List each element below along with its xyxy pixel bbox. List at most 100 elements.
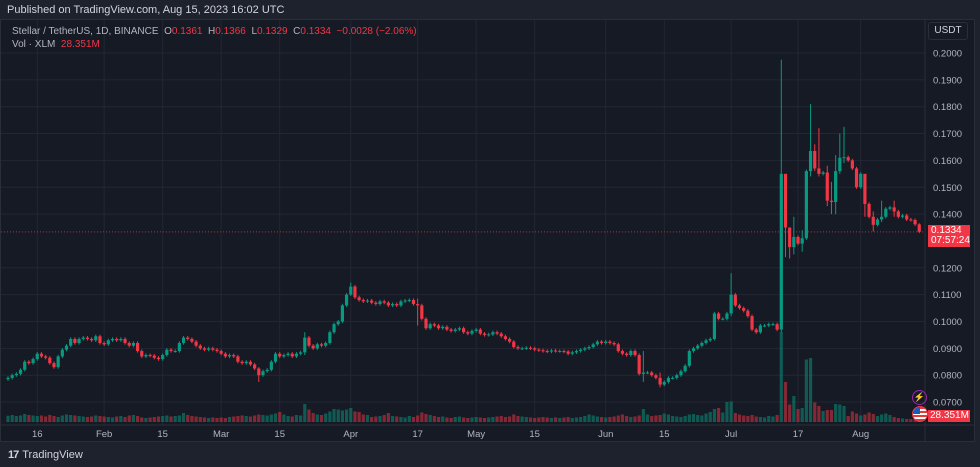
candle-body: [211, 348, 215, 350]
candle-body: [18, 369, 23, 374]
volume-bar: [553, 417, 558, 422]
volume-bar: [462, 417, 466, 422]
candle-body: [123, 338, 127, 343]
volume-bar: [813, 402, 817, 422]
lightning-icon[interactable]: ⚡: [912, 390, 927, 405]
us-flag-icon[interactable]: [912, 406, 928, 422]
volume-bar: [675, 416, 679, 422]
volume-bar: [691, 414, 696, 422]
volume-bar: [775, 415, 779, 422]
candle-body: [311, 345, 315, 349]
volume-bar: [181, 413, 186, 422]
candle-body: [140, 351, 144, 357]
volume-bar: [616, 415, 620, 422]
volume-bar: [762, 417, 767, 422]
candle-body: [223, 353, 227, 357]
low-value: 0.1329: [257, 26, 288, 37]
volume-bar: [512, 414, 516, 422]
candle-body: [608, 341, 612, 343]
volume-bar: [545, 417, 549, 422]
y-tick-label: 0.1500: [933, 183, 962, 194]
candle-body: [742, 308, 746, 311]
volume-bar: [282, 414, 286, 422]
volume-bar: [629, 417, 633, 422]
volume-bar: [386, 413, 390, 422]
volume-bar: [754, 416, 758, 422]
volume-bar: [729, 401, 733, 422]
volume-bar: [804, 359, 808, 422]
volume-bar: [679, 417, 683, 422]
symbol-title[interactable]: Stellar / TetherUS, 1D, BINANCE: [12, 26, 159, 37]
volume-bar: [834, 404, 838, 422]
volume-bar: [783, 382, 788, 422]
candle-body: [382, 301, 386, 303]
candle-body: [733, 294, 737, 306]
candle-body: [863, 173, 867, 204]
volume-bar: [240, 415, 244, 422]
volume-bar: [587, 414, 591, 422]
candle-body: [800, 238, 804, 244]
volume-bar: [85, 417, 90, 422]
volume-bar: [194, 416, 198, 422]
volume-bar: [211, 417, 215, 422]
volume-bar: [177, 415, 181, 422]
candle-body: [453, 329, 457, 331]
y-tick-label: 0.0700: [933, 398, 962, 409]
candle-body: [533, 348, 537, 350]
volume-bar: [399, 417, 403, 422]
candle-body: [390, 304, 395, 306]
volume-bar: [838, 404, 842, 422]
candle-body: [679, 371, 683, 376]
volume-bar: [35, 416, 39, 422]
volume-bar: [169, 416, 173, 422]
volume-bar: [850, 411, 854, 422]
candle-body: [395, 304, 399, 306]
volume-bar: [449, 418, 453, 422]
volume-bar: [595, 416, 599, 422]
candle-body: [553, 350, 558, 352]
volume-bar: [884, 413, 888, 422]
candle-body: [286, 353, 290, 356]
candle-body: [102, 342, 106, 345]
volume-bar: [31, 415, 35, 422]
volume-bar: [863, 414, 867, 422]
volume-value: 28.351M: [60, 39, 100, 50]
x-tick-label: Mar: [213, 429, 229, 440]
volume-bar: [319, 415, 324, 422]
candle-body: [127, 342, 131, 346]
tradingview-logo-icon[interactable]: 17: [8, 449, 19, 461]
candle-body: [850, 160, 854, 169]
candle-body: [161, 355, 165, 360]
volume-bar: [817, 406, 821, 422]
candle-body: [612, 342, 616, 345]
candle-body: [599, 341, 604, 343]
candle-body: [436, 325, 441, 329]
volume-bar: [491, 417, 495, 422]
volume-bar: [307, 409, 311, 422]
candle-body: [817, 168, 821, 174]
volume-bar: [704, 413, 708, 422]
candle-body: [892, 207, 896, 212]
volume-bar: [115, 416, 119, 422]
candle-body: [294, 353, 299, 357]
candle-body: [457, 328, 462, 330]
candle-body: [645, 372, 650, 374]
volume-bar: [708, 412, 712, 422]
currency-button[interactable]: USDT: [928, 22, 968, 40]
volume-bar: [131, 415, 135, 422]
candle-body: [135, 342, 140, 352]
volume-bar: [198, 417, 202, 422]
footer-brand[interactable]: TradingView: [22, 449, 83, 461]
candle-body: [428, 324, 432, 329]
candle-body: [859, 173, 863, 188]
candle-body: [90, 338, 94, 341]
volume-bar: [202, 417, 207, 422]
candle-body: [829, 200, 834, 203]
volume-bar: [909, 419, 913, 422]
volume-bar: [94, 415, 98, 422]
candle-body: [650, 372, 654, 376]
volume-bar: [236, 416, 240, 422]
volume-bar: [18, 415, 23, 422]
candle-body: [181, 337, 186, 343]
